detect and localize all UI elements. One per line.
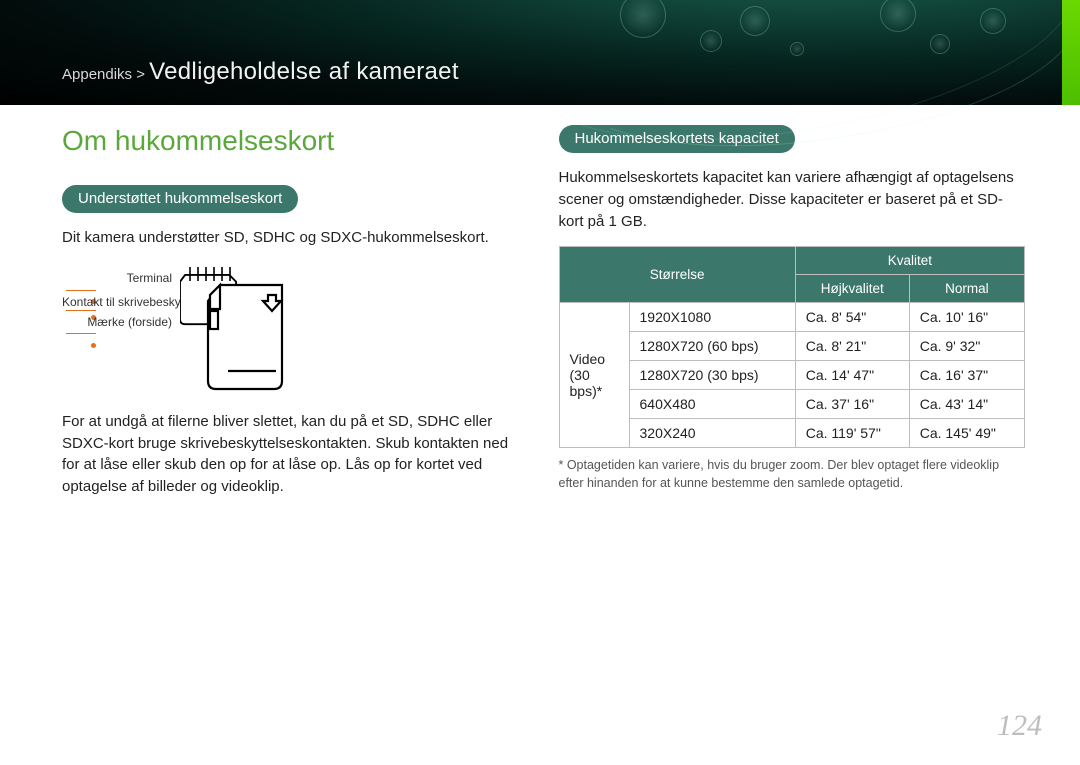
left-column: Om hukommelseskort Understøttet hukommel…	[62, 125, 529, 512]
sd-card-diagram: Terminal Kontakt til skrivebeskyttelse M…	[62, 263, 529, 393]
sd-card-icon	[180, 263, 300, 393]
page-title: Om hukommelseskort	[62, 125, 529, 157]
decorative-bokeh	[930, 34, 950, 54]
cell-hq: Ca. 37' 16"	[795, 390, 909, 419]
table-row: Video (30 bps)* 1920X1080 Ca. 8' 54" Ca.…	[559, 303, 1025, 332]
leader-line	[66, 333, 96, 334]
decorative-bokeh	[790, 42, 804, 56]
cell-normal: Ca. 10' 16"	[909, 303, 1024, 332]
capacity-intro: Hukommelseskortets kapacitet kan variere…	[559, 167, 1026, 232]
row-group-label: Video (30 bps)*	[559, 303, 629, 448]
decorative-bokeh	[740, 6, 770, 36]
section-pill-supported-cards: Understøttet hukommelseskort	[62, 185, 298, 213]
cell-hq: Ca. 8' 21"	[795, 332, 909, 361]
cell-normal: Ca. 16' 37"	[909, 361, 1024, 390]
cell-size: 1280X720 (30 bps)	[629, 361, 795, 390]
cell-normal: Ca. 145' 49"	[909, 419, 1024, 448]
callout-terminal: Terminal	[62, 267, 172, 291]
table-row: 1280X720 (30 bps) Ca. 14' 47" Ca. 16' 37…	[559, 361, 1025, 390]
breadcrumb-prefix: Appendiks >	[62, 66, 145, 83]
th-size: Størrelse	[559, 247, 795, 303]
content-area: Om hukommelseskort Understøttet hukommel…	[0, 105, 1080, 512]
cell-size: 640X480	[629, 390, 795, 419]
table-row: 1280X720 (60 bps) Ca. 8' 21" Ca. 9' 32"	[559, 332, 1025, 361]
page-root: Appendiks > Vedligeholdelse af kameraet …	[0, 0, 1080, 765]
cell-size: 320X240	[629, 419, 795, 448]
diagram-callouts: Terminal Kontakt til skrivebeskyttelse M…	[62, 263, 172, 335]
page-number: 124	[997, 709, 1042, 743]
capacity-footnote: * Optagetiden kan variere, hvis du bruge…	[559, 456, 1026, 492]
table-row: 640X480 Ca. 37' 16" Ca. 43' 14"	[559, 390, 1025, 419]
right-column: Hukommelseskortets kapacitet Hukommelses…	[559, 125, 1026, 512]
capacity-table: Størrelse Kvalitet Højkvalitet Normal Vi…	[559, 246, 1026, 448]
decorative-bokeh	[700, 30, 722, 52]
th-normal: Normal	[909, 275, 1024, 303]
callout-label: Mærke (forside)	[62, 311, 172, 335]
cell-hq: Ca. 14' 47"	[795, 361, 909, 390]
th-hq: Højkvalitet	[795, 275, 909, 303]
cell-hq: Ca. 119' 57"	[795, 419, 909, 448]
th-quality: Kvalitet	[795, 247, 1024, 275]
cell-normal: Ca. 43' 14"	[909, 390, 1024, 419]
decorative-bokeh	[980, 8, 1006, 34]
supported-cards-intro: Dit kamera understøtter SD, SDHC og SDXC…	[62, 227, 529, 249]
breadcrumb-section: Vedligeholdelse af kameraet	[149, 58, 459, 85]
breadcrumb: Appendiks > Vedligeholdelse af kameraet	[62, 58, 459, 86]
cell-size: 1280X720 (60 bps)	[629, 332, 795, 361]
table-row: 320X240 Ca. 119' 57" Ca. 145' 49"	[559, 419, 1025, 448]
callout-lock: Kontakt til skrivebeskyttelse	[62, 291, 172, 311]
page-header: Appendiks > Vedligeholdelse af kameraet	[0, 0, 1080, 105]
cell-hq: Ca. 8' 54"	[795, 303, 909, 332]
cell-size: 1920X1080	[629, 303, 795, 332]
write-protect-body: For at undgå at filerne bliver slettet, …	[62, 411, 529, 498]
accent-bar	[1062, 0, 1080, 105]
cell-normal: Ca. 9' 32"	[909, 332, 1024, 361]
